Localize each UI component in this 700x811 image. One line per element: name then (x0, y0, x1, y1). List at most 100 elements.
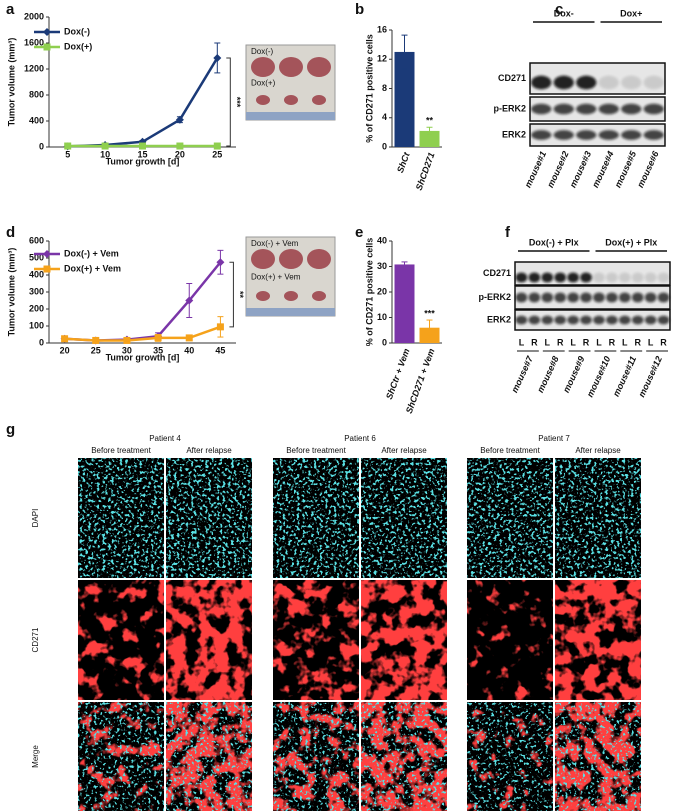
tumor (312, 95, 326, 105)
bar (419, 130, 440, 147)
marker (92, 336, 100, 344)
blot-band (554, 292, 567, 303)
significance-bracket (229, 261, 234, 328)
y-tick-label: 20 (377, 286, 387, 296)
x-tick-label: ShCtr + Vem (384, 347, 412, 401)
y-tick-label: 0 (39, 337, 44, 347)
tumor (279, 57, 303, 77)
y-tick-label: 200 (29, 303, 44, 313)
tumor (307, 57, 331, 77)
lane-label: mouse#3 (568, 150, 594, 190)
blot-band (657, 292, 670, 303)
series-line (64, 325, 221, 342)
marker (175, 115, 184, 124)
micrograph (273, 702, 359, 811)
panel-letter: e (355, 224, 363, 241)
significance: *** (232, 97, 242, 108)
lane-label: mouse#7 (509, 354, 535, 394)
y-tick-label: 0 (382, 337, 387, 347)
panel-letter: f (505, 224, 511, 241)
group-label: Dox(-) + Plx (529, 237, 579, 247)
micrograph (78, 702, 164, 811)
x-tick-label: 20 (60, 345, 70, 355)
y-tick-label: 600 (29, 235, 44, 245)
blot-band (580, 315, 592, 325)
blot-band (531, 103, 552, 115)
error-bar (401, 34, 408, 70)
tumor (251, 57, 275, 77)
micrograph (273, 580, 359, 700)
blot-band (567, 272, 579, 283)
blot-band (554, 272, 567, 283)
lane-label: mouse#1 (523, 150, 549, 190)
significance: *** (424, 308, 435, 318)
legend-label: Dox(+) + Vem (64, 263, 121, 273)
y-tick-label: 0 (39, 141, 44, 151)
tumor (307, 249, 331, 269)
micrograph (555, 458, 641, 578)
significance: ** (235, 291, 245, 299)
blot-band (606, 272, 618, 283)
blot-band (657, 272, 670, 283)
x-tick-label: 45 (215, 345, 225, 355)
series-line (64, 261, 222, 342)
condition-label: After relapse (575, 446, 621, 455)
lane-label: mouse#4 (590, 150, 616, 190)
row-label: p-ERK2 (478, 292, 511, 302)
blot-band (618, 292, 631, 303)
photo-label: Dox(+) + Vem (251, 273, 301, 282)
tumor (312, 291, 326, 301)
blot-band (553, 75, 574, 90)
bar (394, 51, 415, 147)
blot-band (621, 75, 642, 90)
side-label: R (583, 337, 590, 347)
blot-band (606, 315, 618, 325)
side-label: R (660, 337, 667, 347)
blot-strip (514, 261, 671, 286)
blot-band (643, 130, 664, 140)
lane-label: mouse#5 (613, 149, 639, 189)
row-label: p-ERK2 (493, 103, 526, 113)
marker (176, 142, 184, 150)
side-label: L (648, 337, 654, 347)
micrograph (166, 458, 252, 578)
condition-label: Before treatment (286, 446, 346, 455)
blot-band (644, 272, 657, 283)
error-bar (426, 126, 433, 136)
lane-label: mouse#8 (535, 355, 561, 395)
tumor (256, 95, 270, 105)
condition-label: Before treatment (91, 446, 151, 455)
blot-band (598, 130, 619, 140)
tumor (251, 249, 275, 269)
micrograph (166, 580, 252, 700)
y-tick-label: 40 (377, 235, 387, 245)
marker (216, 323, 224, 331)
condition-label: After relapse (186, 446, 232, 455)
blot-band (618, 272, 631, 283)
tumor (256, 291, 270, 301)
significance-bracket (226, 57, 231, 147)
tumor (279, 249, 303, 269)
x-tick-label: 30 (122, 345, 132, 355)
marker (43, 265, 51, 273)
legend-label: Dox(-) + Vem (64, 248, 119, 258)
blot-band (580, 292, 592, 303)
marker (185, 296, 194, 305)
photo-label: Dox(-) (251, 47, 274, 56)
side-label: L (570, 337, 576, 347)
y-tick-label: 1600 (24, 37, 44, 47)
y-tick-label: 10 (377, 312, 387, 322)
y-tick-label: 0 (382, 141, 387, 151)
blot-band (621, 130, 642, 140)
lane-label: mouse#9 (561, 355, 587, 395)
blot-band (580, 272, 592, 283)
photo-label: Dox(+) (251, 79, 276, 88)
y-tick-label: 400 (29, 115, 44, 125)
legend-label: Dox(-) (64, 26, 90, 36)
y-axis-label: % of CD271 positive cells (364, 238, 374, 347)
x-tick-label: ShCD271 (414, 151, 437, 192)
stain-label: CD271 (31, 627, 40, 652)
bar (394, 264, 415, 343)
series-line (67, 57, 219, 148)
y-tick-label: 500 (29, 252, 44, 262)
